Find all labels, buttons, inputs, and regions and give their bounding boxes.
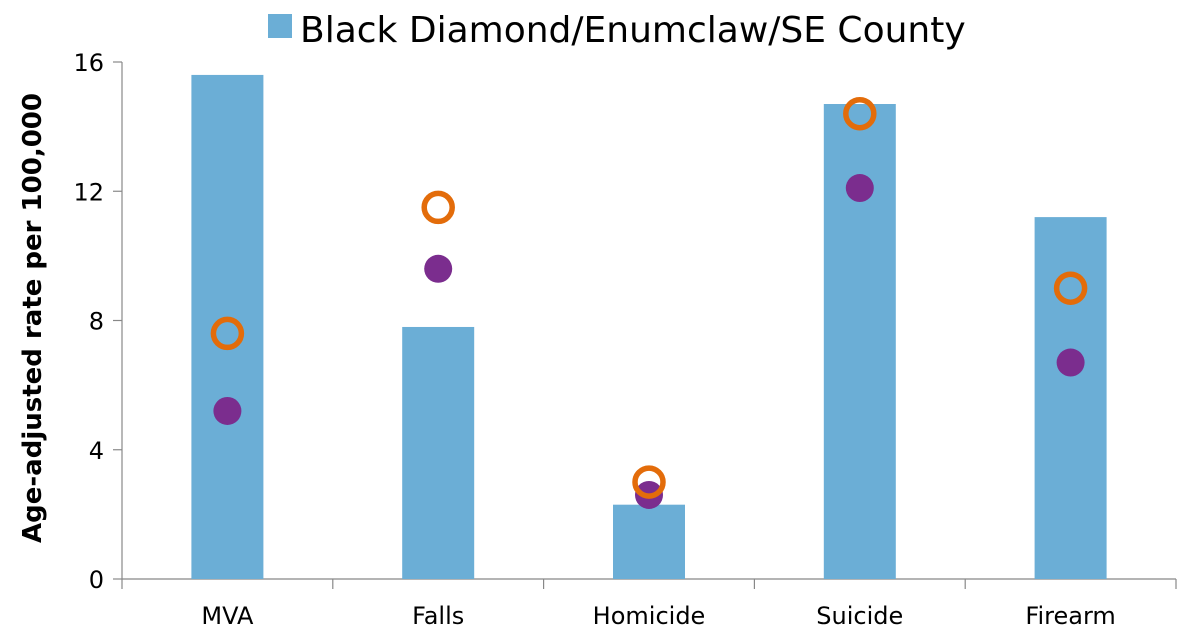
y-tick-label: 12 — [73, 178, 104, 206]
point-open-mva — [210, 316, 245, 351]
point-open-falls — [421, 190, 455, 225]
x-tick-label: Firearm — [1025, 602, 1115, 630]
x-tick-label: Homicide — [593, 602, 706, 630]
legend-label-bar: Black Diamond/Enumclaw/SE County — [300, 10, 966, 51]
y-tick-label: 16 — [73, 49, 104, 77]
y-axis-label: Age-adjusted rate per 100,000 — [18, 93, 48, 543]
bar-homicide — [613, 504, 685, 579]
y-tick-label: 0 — [89, 566, 104, 594]
y-tick-label: 4 — [89, 437, 104, 465]
point-filled-firearm — [1056, 348, 1085, 377]
point-open-homicide — [632, 465, 666, 499]
point-open-firearm — [1053, 271, 1088, 305]
x-tick-label: Suicide — [816, 602, 903, 630]
point-open-suicide — [843, 96, 877, 131]
bar-mva — [191, 74, 264, 580]
bar-falls — [402, 326, 475, 579]
point-filled-falls — [424, 254, 453, 283]
y-axis-ticks: 0 4 8 12 16 — [73, 49, 122, 594]
legend: Black Diamond/Enumclaw/SE County — [268, 10, 966, 51]
legend-swatch-bar — [268, 14, 292, 38]
x-tick-label: MVA — [201, 602, 254, 630]
point-filled-mva — [213, 396, 242, 425]
bar-firearm — [1034, 217, 1107, 579]
point-filled-suicide — [845, 174, 874, 203]
x-tick-label: Falls — [412, 602, 464, 630]
x-axis-labels: MVA Falls Homicide Suicide Firearm — [201, 602, 1115, 630]
y-tick-label: 8 — [89, 308, 104, 336]
points — [210, 96, 1088, 509]
